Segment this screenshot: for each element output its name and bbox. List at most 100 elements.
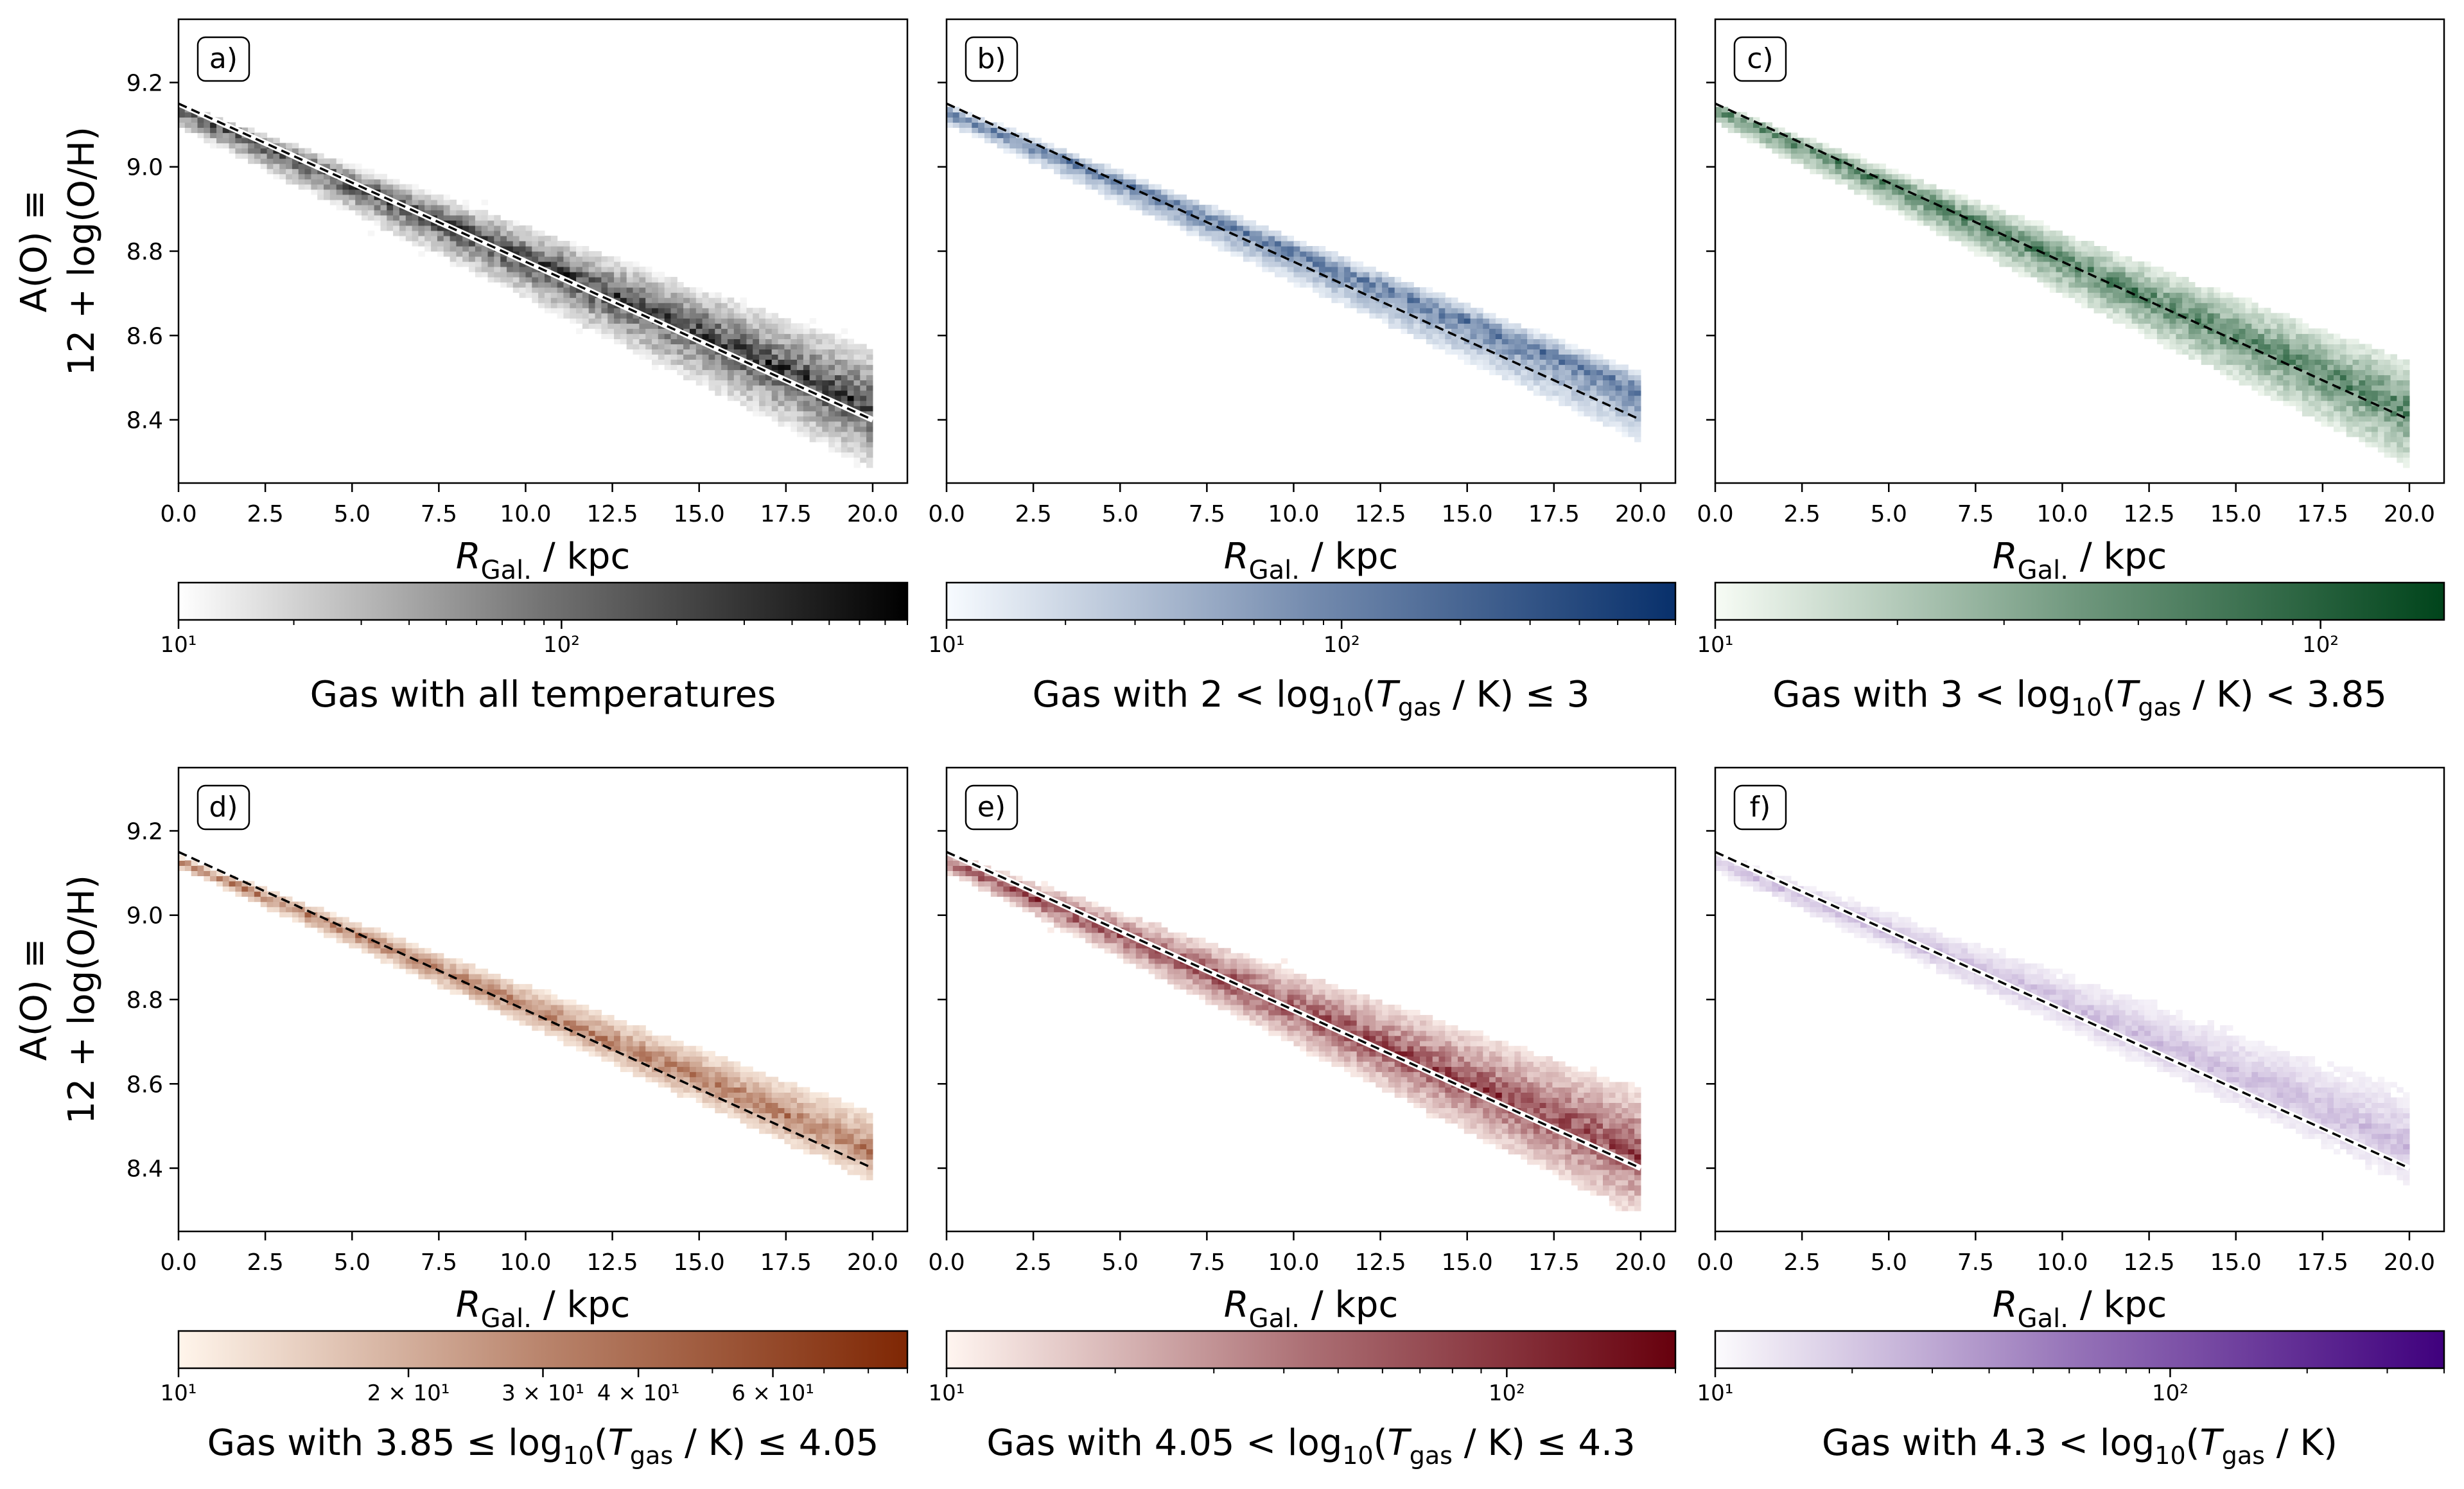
x-tick-label: 17.5 <box>1528 501 1580 527</box>
colorbar-label: Gas with 2 < log10(Tgas / K) ≤ 3 <box>1033 674 1590 721</box>
x-tick-label: 20.0 <box>847 1249 898 1276</box>
colorbar-tick-label: 10¹ <box>929 1380 965 1406</box>
x-tick-label: 5.0 <box>1102 501 1139 527</box>
colorbar-tick-label: 10¹ <box>929 632 965 658</box>
colorbar-tick-label: 10² <box>543 632 580 658</box>
colorbar-tick-label: 2 × 10¹ <box>367 1380 450 1406</box>
x-tick-label: 20.0 <box>2384 1249 2435 1276</box>
x-tick-label: 7.5 <box>1957 1249 1994 1276</box>
panel-letter-box <box>1733 784 1787 831</box>
colorbar-label: Gas with 3 < log10(Tgas / K) < 3.85 <box>1772 674 2387 721</box>
x-tick-label: 0.0 <box>160 1249 197 1276</box>
heatmap-cells <box>179 855 873 1181</box>
y-tick-label: 9.0 <box>127 903 163 930</box>
colorbar-tick-label: 4 × 10¹ <box>597 1380 680 1406</box>
heatmap-cells <box>1715 855 2410 1186</box>
colorbar-tick-label: 3 × 10¹ <box>502 1380 584 1406</box>
colorbar-tick-label: 10¹ <box>1697 1380 1734 1406</box>
heatmap-cells <box>179 107 873 468</box>
x-tick-label: 0.0 <box>928 501 965 527</box>
x-tick-label: 10.0 <box>500 1249 551 1276</box>
panel-e: 0.0 2.5 5.0 7.5 10.0 12.5 15.0 17.5 20.0 RGal. / … <box>928 766 1677 1470</box>
x-axis-label: RGal. / kpc <box>456 536 631 585</box>
colorbar <box>1714 1330 2445 1370</box>
x-tick-label: 2.5 <box>1783 1249 1820 1276</box>
x-tick-label: 5.0 <box>334 1249 371 1276</box>
x-tick-label: 2.5 <box>247 501 283 527</box>
x-tick-label: 20.0 <box>1615 501 1666 527</box>
x-tick-label: 15.0 <box>674 1249 725 1276</box>
y-tick-label: 8.6 <box>127 1071 163 1098</box>
x-tick-label: 10.0 <box>1268 1249 1319 1276</box>
x-tick-label: 12.5 <box>587 501 638 527</box>
panel-a: 0.0 2.5 5.0 7.5 10.0 12.5 15.0 17.5 20.0 8.4 8.6 8.… <box>13 18 909 716</box>
y-tick-label: 8.4 <box>127 1156 163 1183</box>
x-tick-label: 0.0 <box>1697 1249 1733 1276</box>
colorbar-tick-label: 6 × 10¹ <box>731 1380 814 1406</box>
panel-letter-box <box>1733 36 1787 82</box>
colorbar-tick-label: 10² <box>2152 1380 2189 1406</box>
x-tick-label: 15.0 <box>1442 1249 1493 1276</box>
x-tick-label: 2.5 <box>1783 501 1820 527</box>
y-tick-label: 8.8 <box>127 239 163 265</box>
y-axis-label-line1: A(O) ≡ <box>13 938 55 1061</box>
x-axis-label: RGal. / kpc <box>1224 1284 1399 1334</box>
colorbar-label: Gas with 4.05 < log10(Tgas / K) ≤ 4.3 <box>986 1422 1635 1470</box>
colorbar-tick-label: 10² <box>2302 632 2339 658</box>
panel-letter: c) <box>1747 42 1773 75</box>
x-tick-label: 12.5 <box>1355 1249 1406 1276</box>
x-tick-label: 12.5 <box>1355 501 1406 527</box>
x-tick-label: 12.5 <box>2124 1249 2175 1276</box>
x-tick-label: 15.0 <box>674 501 725 527</box>
panel-letter-box <box>965 784 1018 831</box>
x-tick-label: 7.5 <box>421 501 457 527</box>
x-tick-label: 0.0 <box>928 1249 965 1276</box>
x-tick-label: 20.0 <box>847 501 898 527</box>
fit-line-halo <box>179 101 874 423</box>
x-tick-label: 10.0 <box>2036 1249 2088 1276</box>
y-tick-label: 9.2 <box>127 818 163 845</box>
x-tick-label: 15.0 <box>2210 1249 2262 1276</box>
x-tick-label: 7.5 <box>1189 1249 1225 1276</box>
colorbar-tick-label: 10¹ <box>1697 632 1734 658</box>
x-tick-label: 0.0 <box>1697 501 1733 527</box>
x-tick-label: 20.0 <box>1615 1249 1666 1276</box>
y-axis-label-line1: A(O) ≡ <box>13 190 55 313</box>
colorbar <box>945 1330 1677 1370</box>
x-tick-label: 7.5 <box>421 1249 457 1276</box>
panel-letter: d) <box>209 791 238 824</box>
colorbar-label: Gas with 4.3 < log10(Tgas / K) <box>1822 1422 2337 1470</box>
x-tick-label: 2.5 <box>247 1249 283 1276</box>
x-axis-label: RGal. / kpc <box>456 1284 631 1334</box>
x-tick-label: 12.5 <box>587 1249 638 1276</box>
fit-line-halo <box>947 849 1642 1171</box>
x-tick-label: 5.0 <box>334 501 371 527</box>
x-tick-label: 17.5 <box>2297 501 2348 527</box>
panel-letter: e) <box>977 791 1006 824</box>
x-tick-label: 17.5 <box>2297 1249 2348 1276</box>
x-tick-label: 2.5 <box>1015 1249 1051 1276</box>
y-tick-label: 9.2 <box>127 70 163 96</box>
colorbar-label: Gas with 3.85 ≤ log10(Tgas / K) ≤ 4.05 <box>207 1422 879 1470</box>
y-axis-label-line2: 12 + log(O/H) <box>61 127 103 376</box>
x-tick-label: 10.0 <box>500 501 551 527</box>
x-tick-label: 15.0 <box>1442 501 1493 527</box>
y-tick-label: 8.6 <box>127 323 163 349</box>
x-tick-label: 5.0 <box>1102 1249 1139 1276</box>
x-tick-label: 10.0 <box>1268 501 1319 527</box>
panel-b: 0.0 2.5 5.0 7.5 10.0 12.5 15.0 17.5 20.0 RGal. / … <box>928 18 1677 721</box>
y-tick-label: 9.0 <box>127 155 163 181</box>
x-axis-label: RGal. / kpc <box>1993 1284 2167 1334</box>
x-tick-label: 7.5 <box>1957 501 1994 527</box>
x-tick-label: 17.5 <box>760 501 812 527</box>
colorbar <box>945 581 1677 621</box>
panel-c: 0.0 2.5 5.0 7.5 10.0 12.5 15.0 17.5 20.0 RGal. / … <box>1697 18 2445 721</box>
x-tick-label: 7.5 <box>1189 501 1225 527</box>
panel-letter: f) <box>1750 791 1771 824</box>
colorbar-label: Gas with all temperatures <box>310 674 776 716</box>
colorbar-tick-label: 10² <box>1324 632 1360 658</box>
heatmap-cells <box>947 855 1641 1211</box>
y-tick-label: 8.8 <box>127 987 163 1014</box>
x-tick-label: 5.0 <box>1871 501 1907 527</box>
